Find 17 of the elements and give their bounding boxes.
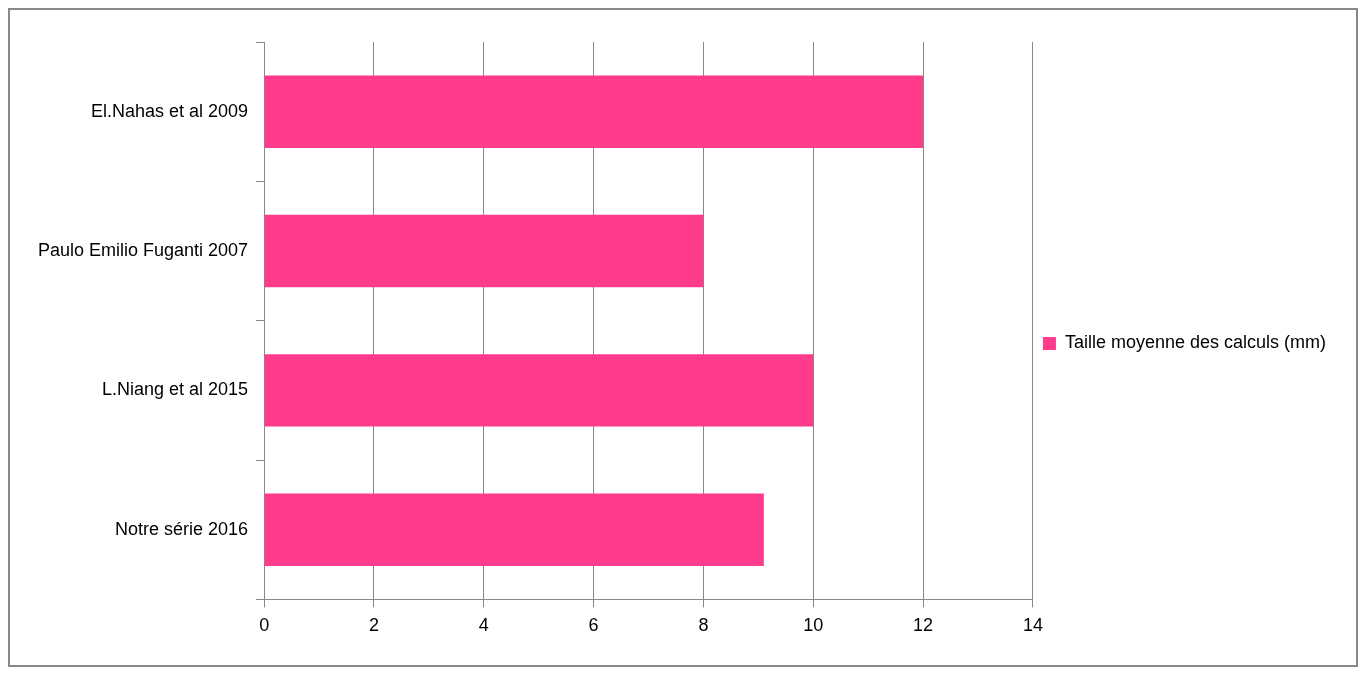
x-tick-label: 12 bbox=[913, 615, 934, 636]
bar bbox=[264, 75, 924, 148]
legend-label: Taille moyenne des calculs (mm) bbox=[1064, 332, 1327, 353]
x-tick-label: 2 bbox=[368, 615, 379, 636]
x-tick-label: 14 bbox=[1022, 615, 1043, 636]
y-tick-label: Paulo Emilio Fuganti 2007 bbox=[37, 239, 249, 260]
y-tick-label: Notre série 2016 bbox=[115, 518, 249, 539]
bar bbox=[264, 354, 814, 427]
y-tick-label: El.Nahas et al 2009 bbox=[91, 100, 249, 121]
x-tick-label: 0 bbox=[259, 615, 270, 636]
x-tick-label: 8 bbox=[698, 615, 709, 636]
x-tick-label: 6 bbox=[588, 615, 599, 636]
x-tick-label: 4 bbox=[478, 615, 489, 636]
bar bbox=[264, 214, 704, 288]
bar bbox=[264, 493, 764, 566]
y-tick-label: L.Niang et al 2015 bbox=[102, 379, 249, 400]
x-tick-label: 10 bbox=[803, 615, 824, 636]
